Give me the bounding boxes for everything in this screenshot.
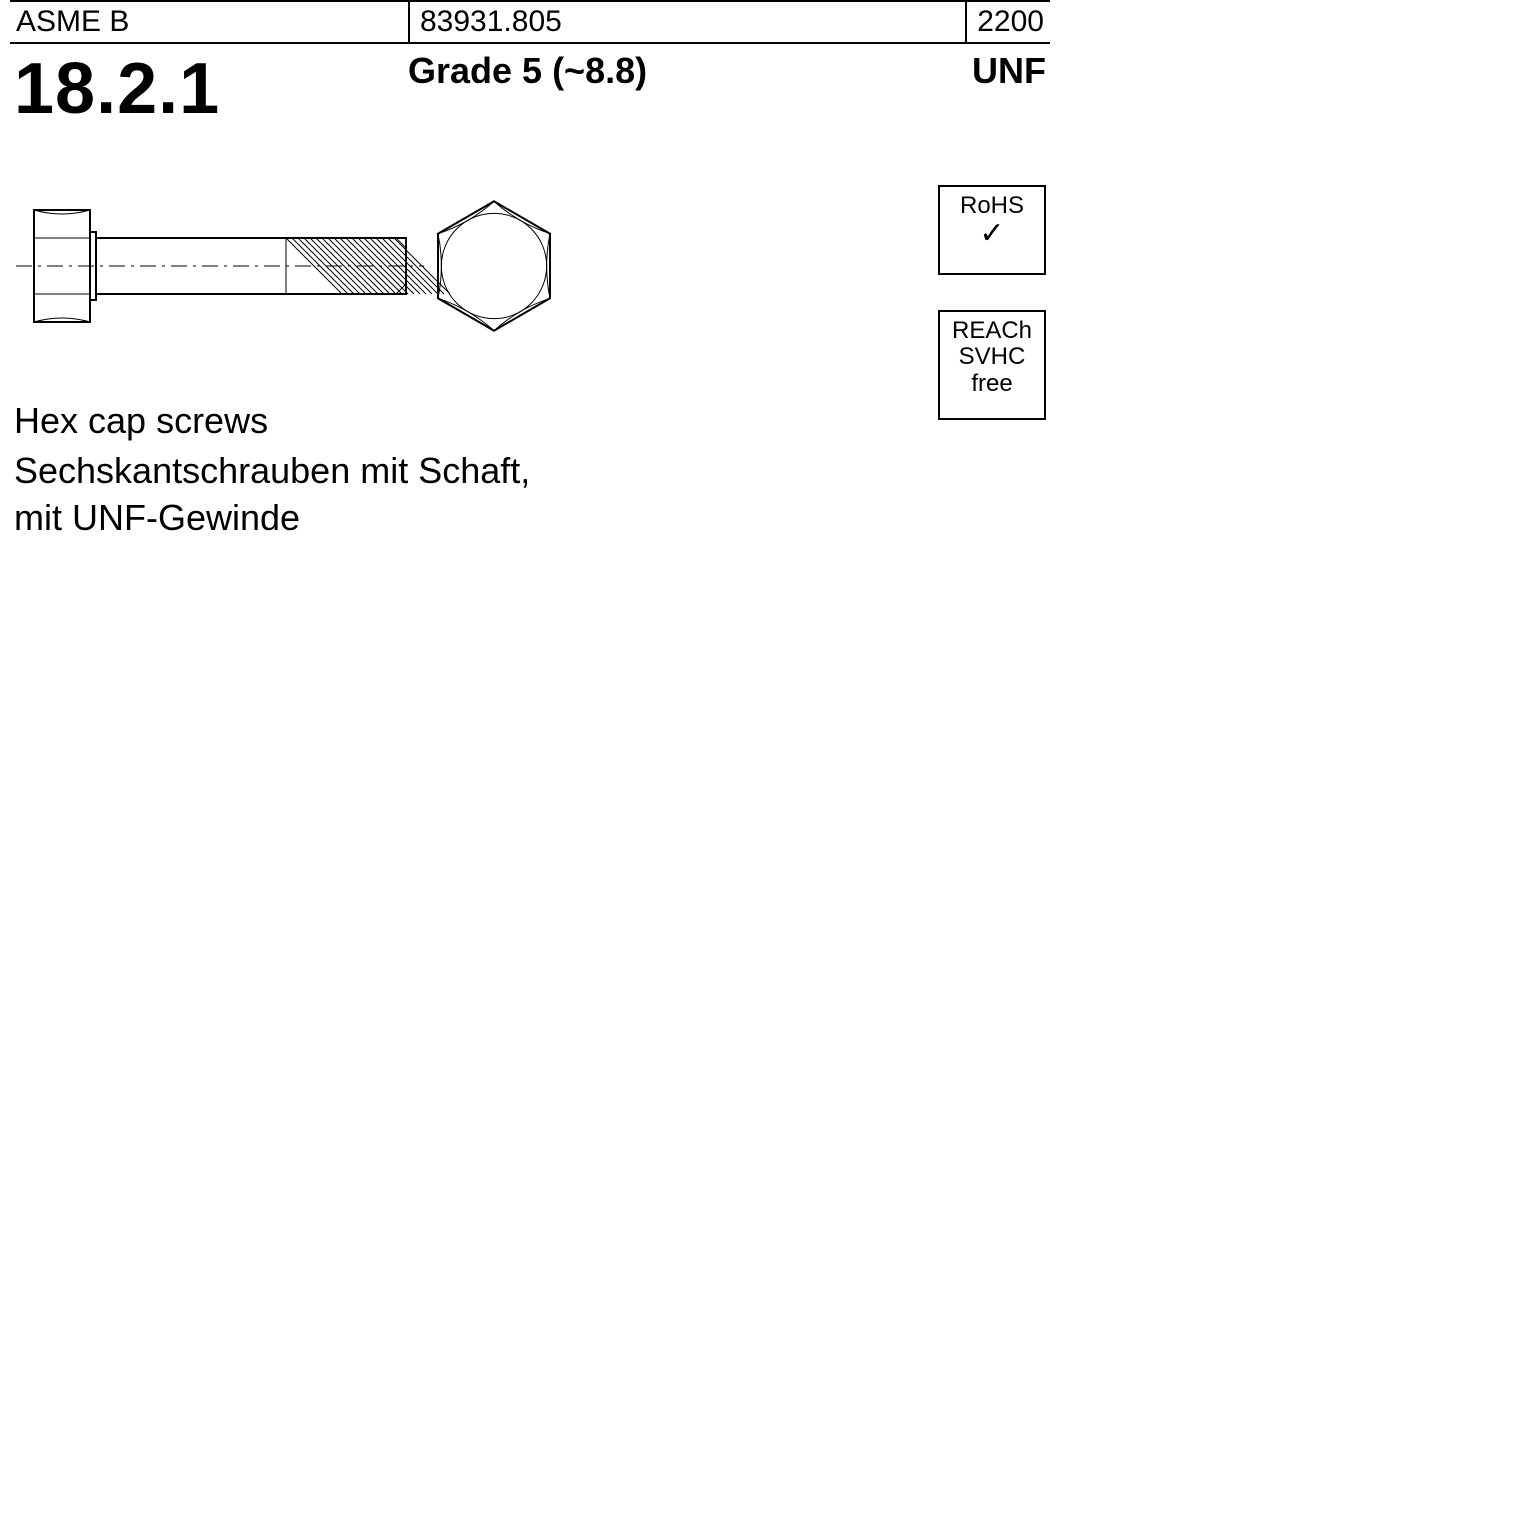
description-de-line1: Sechskantschrauben mit Schaft,	[14, 450, 530, 491]
standard-number: 18.2.1	[14, 48, 220, 130]
rohs-badge: RoHS ✓	[938, 185, 1046, 275]
reach-badge: REACh SVHC free	[938, 310, 1046, 420]
description-de: Sechskantschrauben mit Schaft, mit UNF-G…	[14, 448, 530, 542]
header-left: ASME B	[16, 2, 129, 42]
bolt-drawing	[14, 180, 574, 350]
header-right: 2200	[977, 2, 1044, 42]
header-middle: 83931.805	[408, 2, 562, 42]
reach-line2: SVHC	[940, 344, 1044, 370]
check-icon: ✓	[940, 219, 1044, 249]
reach-line1: REACh	[940, 318, 1044, 344]
datasheet: ASME B 83931.805 2200 18.2.1 Grade 5 (~8…	[0, 0, 1060, 615]
header-bar: ASME B 83931.805 2200	[10, 0, 1050, 44]
reach-line3: free	[940, 371, 1044, 397]
description-en: Hex cap screws	[14, 400, 268, 442]
description-de-line2: mit UNF-Gewinde	[14, 497, 300, 538]
thread-type: UNF	[972, 50, 1046, 92]
grade-line: Grade 5 (~8.8)	[408, 50, 647, 92]
